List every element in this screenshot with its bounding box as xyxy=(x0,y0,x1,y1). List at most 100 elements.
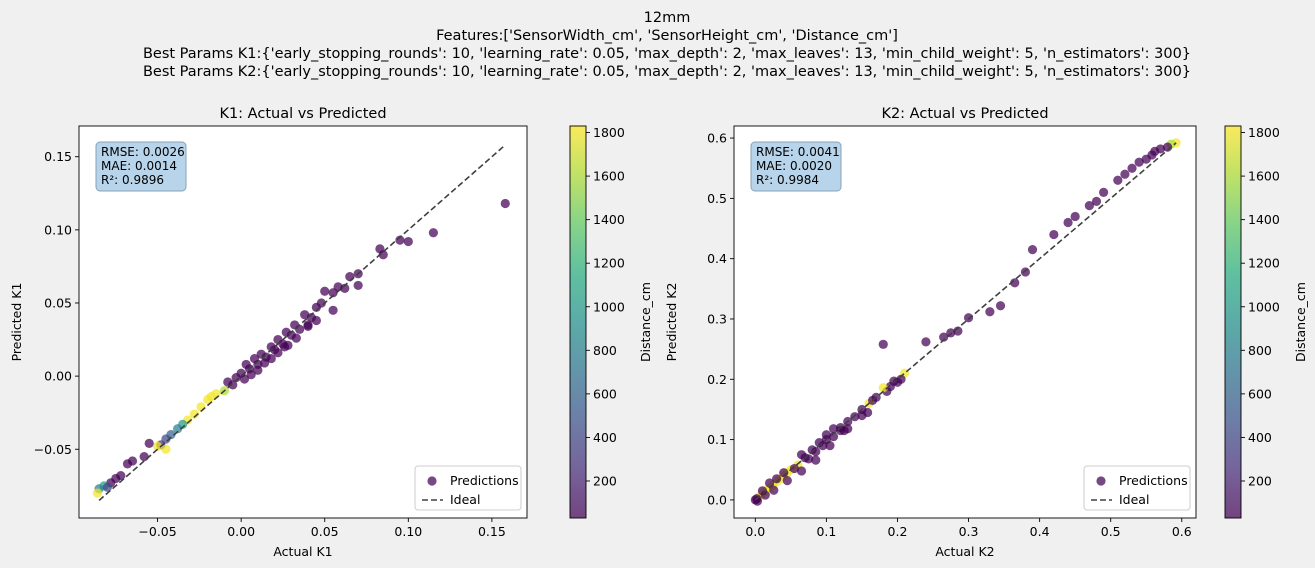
prediction-point xyxy=(1099,187,1109,197)
legend-label-ideal: Ideal xyxy=(450,492,480,507)
x-tick-label: 0.5 xyxy=(1101,524,1121,539)
suptitle-line-3: Best Params K1:{'early_stopping_rounds':… xyxy=(143,46,1191,62)
prediction-point xyxy=(206,391,216,402)
prediction-point xyxy=(1113,175,1123,185)
chart-title: K2: Actual vs Predicted xyxy=(881,106,1048,122)
x-tick-label: 0.2 xyxy=(888,524,908,539)
prediction-point xyxy=(223,377,233,387)
prediction-point xyxy=(1141,154,1151,164)
prediction-point xyxy=(857,410,867,421)
prediction-point xyxy=(259,358,270,368)
prediction-point xyxy=(1127,163,1137,173)
prediction-point xyxy=(1134,157,1144,167)
y-tick-label: 0.2 xyxy=(707,372,727,387)
prediction-point xyxy=(878,339,888,349)
legend: Predictions Ideal xyxy=(414,465,522,511)
prediction-point xyxy=(1027,245,1038,255)
prediction-point xyxy=(273,348,283,358)
colorbar: 200 400 600 800 1000 1200 1400 1600 1800 Distance… xyxy=(569,125,653,519)
legend-frame xyxy=(1083,465,1191,511)
prediction-point xyxy=(283,340,293,351)
prediction-point xyxy=(102,482,113,492)
prediction-point xyxy=(152,441,163,451)
prediction-point xyxy=(403,236,413,247)
prediction-point xyxy=(122,459,133,469)
prediction-point xyxy=(231,372,241,383)
y-tick-label: 0.3 xyxy=(707,311,727,326)
y-tick-label: 0.00 xyxy=(44,369,72,384)
colorbar-tick-label: 200 xyxy=(1248,473,1272,488)
y-tick-label: 0.1 xyxy=(707,432,727,447)
x-tick-label: 0.15 xyxy=(478,524,506,539)
colorbar-tick-label: 800 xyxy=(593,343,617,358)
metric-text: RMSE: 0.0026 xyxy=(101,145,185,159)
x-tick-label: 0.00 xyxy=(227,524,255,539)
colorbar-label: Distance_cm xyxy=(638,282,653,362)
legend-marker-predictions xyxy=(1096,476,1106,486)
chart-title: K1: Actual vs Predicted xyxy=(219,106,386,122)
prediction-point xyxy=(825,441,835,451)
colorbar-frame xyxy=(569,125,587,519)
prediction-point xyxy=(843,424,853,434)
colorbar-tick-label: 400 xyxy=(593,430,617,445)
x-tick-label: 0.10 xyxy=(394,524,422,539)
prediction-point xyxy=(1091,196,1102,206)
ideal-line xyxy=(754,142,1177,501)
prediction-point xyxy=(273,334,283,345)
prediction-point xyxy=(500,198,510,209)
prediction-point xyxy=(889,376,899,386)
prediction-point xyxy=(828,431,839,442)
metric-text: MAE: 0.0020 xyxy=(756,159,832,173)
legend-label-predictions: Predictions xyxy=(1119,473,1188,488)
colorbar-tick-label: 1800 xyxy=(1248,125,1280,140)
x-tick-label: 0.0 xyxy=(745,524,765,539)
prediction-point xyxy=(1162,142,1173,152)
colorbar: 200 400 600 800 1000 1200 1400 1600 1800 Distance… xyxy=(1224,125,1308,519)
prediction-point xyxy=(253,365,263,375)
y-axis-label: Predicted K1 xyxy=(9,283,24,362)
colorbar-frame xyxy=(1224,125,1242,519)
y-tick-label: −0.05 xyxy=(34,442,72,457)
prediction-point xyxy=(320,286,330,296)
y-tick-label: 0.5 xyxy=(707,191,727,206)
colorbar-tick-label: 600 xyxy=(1248,386,1272,401)
colorbar-tick-label: 400 xyxy=(1248,430,1272,445)
prediction-point xyxy=(303,321,313,331)
prediction-point xyxy=(189,409,199,419)
legend: Predictions Ideal xyxy=(1083,465,1191,511)
y-tick-label: 0.6 xyxy=(707,131,727,146)
colorbar-tick-label: 1800 xyxy=(593,125,625,140)
prediction-point xyxy=(878,383,888,393)
x-tick-label: 0.4 xyxy=(1030,524,1050,539)
colorbar-tick-label: 1000 xyxy=(593,299,625,314)
prediction-point xyxy=(311,315,321,326)
prediction-point xyxy=(300,310,310,320)
prediction-point xyxy=(1070,211,1080,222)
axes-frame xyxy=(733,125,1197,519)
colorbar-tick-label: 600 xyxy=(593,386,617,401)
prediction-point xyxy=(921,337,931,347)
prediction-point xyxy=(995,301,1006,311)
prediction-point xyxy=(1120,169,1130,179)
prediction-point xyxy=(239,374,250,384)
prediction-point xyxy=(769,485,779,495)
colorbar-tick-label: 1400 xyxy=(1248,212,1280,227)
prediction-point xyxy=(796,450,807,460)
k1-panel: K1: Actual vs Predicted −0.05 0.00 0.05 0.10… xyxy=(9,106,653,559)
colorbar-tick-label: 1200 xyxy=(593,256,625,271)
legend-frame xyxy=(414,465,522,511)
prediction-point xyxy=(281,327,291,337)
axes-frame xyxy=(78,125,528,519)
colorbar-gradient xyxy=(1225,126,1241,518)
prediction-point xyxy=(836,425,846,436)
colorbar-tick-label: 1600 xyxy=(593,169,625,184)
prediction-point xyxy=(772,474,782,484)
prediction-point xyxy=(139,451,149,462)
colorbar-tick-label: 800 xyxy=(1248,343,1272,358)
y-tick-label: 0.0 xyxy=(707,492,727,507)
prediction-point xyxy=(828,424,839,434)
x-tick-label: 0.05 xyxy=(311,524,339,539)
